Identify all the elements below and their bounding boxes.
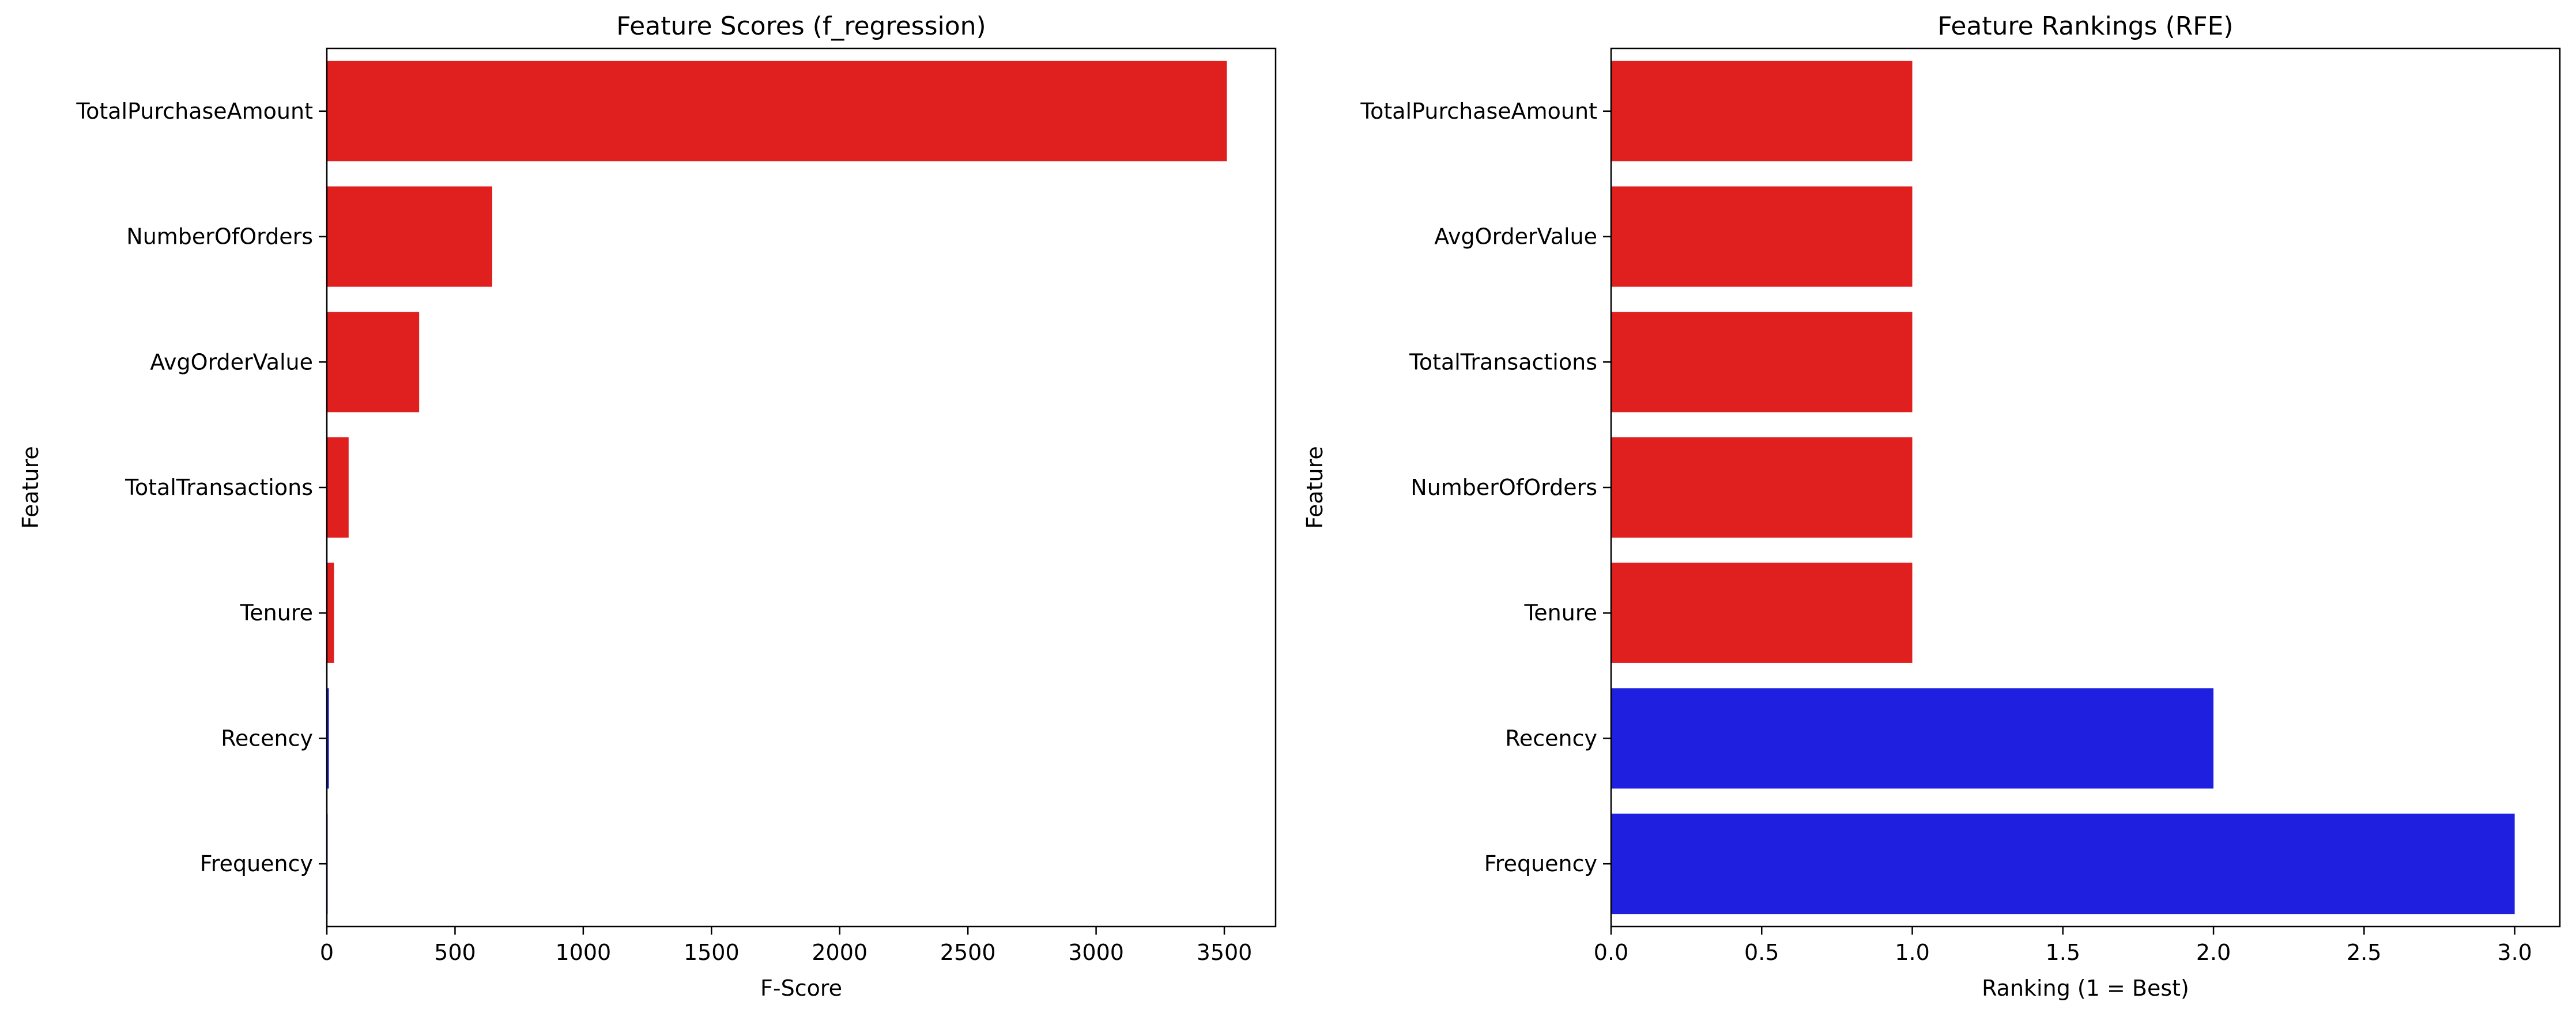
bar — [1611, 562, 1913, 663]
x-tick-label: 1.0 — [1895, 940, 1929, 965]
y-tick-label: AvgOrderValue — [1434, 224, 1597, 249]
chart-title: Feature Rankings (RFE) — [1937, 12, 2233, 41]
y-tick-label: Tenure — [1524, 600, 1597, 626]
rfe-ranking-chart: Feature Rankings (RFE) Ranking (1 = Best… — [1302, 12, 2561, 1001]
y-tick-label: Frequency — [1484, 851, 1597, 876]
y-tick-label: AvgOrderValue — [150, 349, 313, 375]
x-tick-label: 500 — [434, 940, 476, 965]
x-tick-label: 2500 — [940, 940, 996, 965]
bar — [327, 562, 334, 663]
bar — [327, 312, 420, 413]
y-tick-label: Recency — [221, 725, 313, 751]
x-tick-label: 2000 — [812, 940, 868, 965]
x-tick-label: 1.5 — [2046, 940, 2080, 965]
y-axis-label: Feature — [1302, 446, 1327, 529]
y-axis-label: Feature — [18, 446, 43, 529]
bar — [1611, 186, 1913, 287]
y-tick-label: TotalPurchaseAmount — [76, 99, 313, 124]
f-regression-chart: Feature Scores (f_regression) F-Score Fe… — [18, 12, 1277, 1001]
bar — [327, 437, 349, 538]
bar — [1611, 312, 1913, 413]
y-tick-label: TotalPurchaseAmount — [1360, 99, 1597, 124]
x-tick-label: 3.0 — [2497, 940, 2532, 965]
x-tick-label: 0.0 — [1594, 940, 1628, 965]
x-tick-label: 1500 — [684, 940, 740, 965]
y-tick-label: TotalTransactions — [125, 475, 313, 500]
y-tick-label: Frequency — [200, 851, 313, 876]
y-tick-label: NumberOfOrders — [126, 224, 313, 249]
bar — [1611, 61, 1913, 161]
y-tick-label: Tenure — [240, 600, 313, 626]
x-tick-label: 2.5 — [2347, 940, 2381, 965]
bar — [1611, 814, 2515, 914]
axes-frame — [326, 47, 1277, 928]
x-axis-label: F-Score — [760, 976, 842, 1001]
bar — [1611, 688, 2214, 789]
bar — [327, 688, 329, 789]
bar — [1611, 437, 1913, 538]
x-tick-label: 2.0 — [2196, 940, 2231, 965]
x-tick-label: 3500 — [1197, 940, 1253, 965]
bar — [327, 186, 492, 287]
x-axis-label: Ranking (1 = Best) — [1982, 976, 2189, 1001]
bar — [327, 61, 1227, 161]
x-tick-label: 1000 — [556, 940, 612, 965]
y-tick-label: TotalTransactions — [1409, 349, 1597, 375]
chart-title: Feature Scores (f_regression) — [616, 12, 986, 41]
x-tick-label: 0 — [320, 940, 334, 965]
y-tick-label: NumberOfOrders — [1410, 475, 1597, 500]
y-tick-label: Recency — [1505, 725, 1597, 751]
x-tick-label: 3000 — [1068, 940, 1124, 965]
x-tick-label: 0.5 — [1744, 940, 1779, 965]
